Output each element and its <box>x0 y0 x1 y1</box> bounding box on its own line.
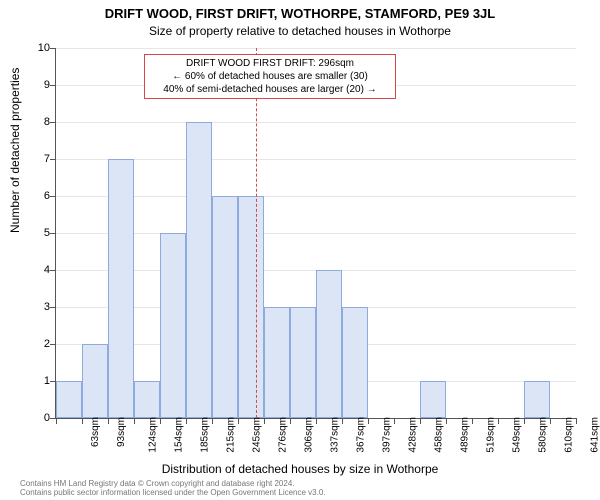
histogram-bar <box>134 381 159 418</box>
x-tick-label: 580sqm <box>538 417 549 453</box>
histogram-bar <box>524 381 549 418</box>
x-tick <box>446 418 447 424</box>
y-tick <box>50 48 56 49</box>
y-tick <box>50 233 56 234</box>
y-tick-label: 0 <box>28 412 50 424</box>
reference-line <box>256 48 257 418</box>
x-tick-label: 185sqm <box>200 417 211 453</box>
y-axis-title: Number of detached properties <box>8 68 22 233</box>
y-tick-label: 4 <box>28 264 50 276</box>
chart-page: DRIFT WOOD, FIRST DRIFT, WOTHORPE, STAMF… <box>0 0 600 500</box>
histogram-bar <box>56 381 81 418</box>
annotation-line: DRIFT WOOD FIRST DRIFT: 296sqm <box>149 57 391 70</box>
annotation-box: DRIFT WOOD FIRST DRIFT: 296sqm← 60% of d… <box>144 54 396 99</box>
x-tick <box>160 418 161 424</box>
x-tick-label: 306sqm <box>304 417 315 453</box>
x-tick <box>264 418 265 424</box>
x-tick-label: 428sqm <box>408 417 419 453</box>
page-subtitle: Size of property relative to detached ho… <box>0 24 600 38</box>
x-tick-label: 367sqm <box>356 417 367 453</box>
x-tick <box>394 418 395 424</box>
x-tick-label: 124sqm <box>148 417 159 453</box>
x-tick-label: 215sqm <box>226 417 237 453</box>
footer-attribution: Contains HM Land Registry data © Crown c… <box>20 480 326 498</box>
histogram-bar <box>160 233 185 418</box>
footer-line-2: Contains public sector information licen… <box>20 489 326 498</box>
histogram-bar <box>342 307 367 418</box>
y-tick <box>50 307 56 308</box>
grid-line <box>56 159 576 160</box>
x-tick-label: 641sqm <box>590 417 600 453</box>
y-tick-label: 3 <box>28 301 50 313</box>
x-tick <box>290 418 291 424</box>
x-tick-label: 489sqm <box>460 417 471 453</box>
x-tick <box>524 418 525 424</box>
x-tick-label: 93sqm <box>116 417 127 447</box>
grid-line <box>56 196 576 197</box>
histogram-bar <box>264 307 289 418</box>
y-tick-label: 5 <box>28 227 50 239</box>
y-tick-label: 10 <box>28 42 50 54</box>
x-tick <box>420 418 421 424</box>
x-tick <box>576 418 577 424</box>
x-tick <box>342 418 343 424</box>
y-tick-label: 8 <box>28 116 50 128</box>
x-tick <box>212 418 213 424</box>
y-tick-label: 2 <box>28 338 50 350</box>
x-tick-label: 458sqm <box>434 417 445 453</box>
x-tick <box>134 418 135 424</box>
x-tick-label: 519sqm <box>486 417 497 453</box>
x-tick <box>56 418 57 424</box>
x-tick-label: 276sqm <box>278 417 289 453</box>
x-axis-title: Distribution of detached houses by size … <box>0 462 600 476</box>
y-tick <box>50 196 56 197</box>
x-tick <box>82 418 83 424</box>
annotation-line: ← 60% of detached houses are smaller (30… <box>149 70 391 83</box>
histogram-bar <box>316 270 341 418</box>
x-tick <box>550 418 551 424</box>
x-tick-label: 154sqm <box>174 417 185 453</box>
histogram-bar <box>82 344 107 418</box>
grid-line <box>56 122 576 123</box>
x-tick <box>498 418 499 424</box>
histogram-bar <box>290 307 315 418</box>
x-tick-label: 245sqm <box>252 417 263 453</box>
x-tick-label: 337sqm <box>330 417 341 453</box>
grid-line <box>56 233 576 234</box>
x-tick <box>316 418 317 424</box>
page-title: DRIFT WOOD, FIRST DRIFT, WOTHORPE, STAMF… <box>0 6 600 21</box>
histogram-bar <box>238 196 263 418</box>
histogram-bar <box>108 159 133 418</box>
y-tick <box>50 381 56 382</box>
x-tick <box>368 418 369 424</box>
y-tick-label: 1 <box>28 375 50 387</box>
histogram-bar <box>420 381 445 418</box>
x-tick-label: 549sqm <box>512 417 523 453</box>
x-tick-label: 63sqm <box>90 417 101 447</box>
annotation-line: 40% of semi-detached houses are larger (… <box>149 83 391 96</box>
y-tick <box>50 270 56 271</box>
y-tick-label: 6 <box>28 190 50 202</box>
y-tick <box>50 122 56 123</box>
histogram-bar <box>212 196 237 418</box>
x-tick <box>186 418 187 424</box>
x-tick <box>238 418 239 424</box>
y-tick <box>50 344 56 345</box>
y-tick-label: 7 <box>28 153 50 165</box>
histogram-bar <box>186 122 211 418</box>
y-tick-label: 9 <box>28 79 50 91</box>
x-tick <box>108 418 109 424</box>
grid-line <box>56 48 576 49</box>
histogram-plot: 01234567891063sqm93sqm124sqm154sqm185sqm… <box>55 48 576 419</box>
y-tick <box>50 159 56 160</box>
y-tick <box>50 85 56 86</box>
x-tick-label: 397sqm <box>382 417 393 453</box>
x-tick <box>472 418 473 424</box>
x-tick-label: 610sqm <box>564 417 575 453</box>
